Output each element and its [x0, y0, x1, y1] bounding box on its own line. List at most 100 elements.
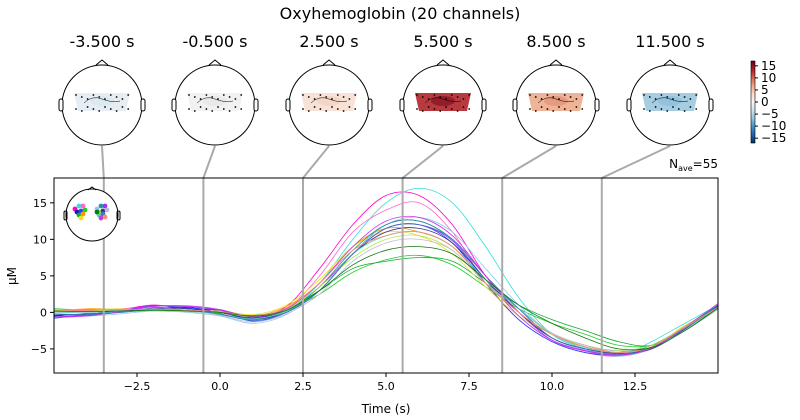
topomap-sensor [199, 98, 202, 100]
topomap-sensor [445, 106, 447, 108]
topomap-sensor [643, 108, 645, 110]
topomap-sensor [654, 106, 657, 108]
topomap-sensor [319, 94, 322, 96]
topomap-6: 11.500 s [626, 32, 714, 146]
chart-title: Oxyhemoglobin (20 channels) [280, 4, 521, 23]
x-tick-label: 5.0 [377, 380, 395, 393]
topomap-sensor [433, 94, 436, 96]
topomap-time-label: -0.500 s [183, 32, 248, 51]
topomap-sensor [468, 108, 471, 110]
topomap-sensor [302, 94, 304, 96]
topomap-sensor [211, 96, 214, 98]
topomap-sensor [534, 96, 537, 98]
x-tick-label: 2.5 [294, 380, 312, 393]
topomap-sensor [648, 96, 651, 98]
nave-label: Nave=55 [669, 157, 718, 173]
topomap-sensor [581, 108, 584, 110]
y-tick-label: −5 [31, 343, 47, 356]
ear-icon [285, 98, 291, 112]
topomap-sensor [540, 106, 543, 108]
topomap-sensor [575, 106, 578, 108]
sensor-dot [98, 215, 104, 221]
x-tick-label: 0.0 [211, 380, 229, 393]
topomap-sensor [188, 94, 190, 96]
topomap-sensor [86, 106, 89, 108]
topomap-time-label: 5.500 s [413, 32, 472, 51]
sensor-dot [80, 211, 86, 217]
colorbar-tick-label: 0 [761, 95, 769, 109]
colorbar-tick-label: 5 [761, 83, 769, 97]
topomap-sensor [456, 96, 459, 98]
colorbar-tick-label: −15 [761, 131, 786, 145]
nose-icon [208, 59, 222, 66]
channel-line-1 [54, 191, 718, 353]
nose-icon [663, 59, 677, 66]
topomap-sensor [342, 96, 345, 98]
topomap-sensor [563, 94, 566, 96]
topomap-sensor [331, 106, 333, 108]
channel-line-7 [54, 257, 718, 347]
topomap-sensor [558, 106, 560, 108]
ear-icon [253, 98, 259, 112]
topomap-sensor [546, 94, 549, 96]
topomap-sensor [240, 94, 243, 96]
colorbar-tick-label: −10 [761, 119, 786, 133]
ear-icon [594, 98, 600, 112]
topomap-sensor [575, 98, 578, 100]
topomap-sensor [217, 98, 219, 100]
topomap-sensor [546, 108, 549, 110]
topomap-sensor [115, 96, 118, 98]
channel-line-20 [54, 246, 718, 351]
sensor-dot [82, 207, 88, 213]
x-tick-label: −2.5 [124, 380, 151, 393]
topomap-sensor [677, 94, 680, 96]
channel-line-9 [54, 230, 718, 356]
topomap-sensor [427, 106, 430, 108]
topomap-sensor [240, 108, 243, 110]
channel-line-14 [54, 227, 718, 354]
channel-line-11 [54, 219, 718, 354]
topomap-sensor [569, 96, 572, 98]
topomap-sensor [104, 98, 106, 100]
sensor-dot [98, 203, 104, 209]
topomap-sensor [234, 98, 237, 100]
sensor-dot [94, 209, 100, 215]
axes-frame [53, 177, 719, 374]
topomap-sensor [211, 110, 214, 112]
topomap-sensor [109, 108, 112, 110]
topomap-sensor [648, 110, 651, 112]
sensor-dot [104, 207, 110, 213]
topomap-sensor [127, 108, 130, 110]
topomap-sensor [552, 110, 555, 112]
topomap-sensor [313, 106, 316, 108]
colorbar-tick-label: −5 [761, 107, 779, 121]
topomap-sensor [695, 108, 698, 110]
topomap-sensor [540, 98, 543, 100]
topomap-sensor [450, 94, 453, 96]
topomap-sensor [660, 94, 663, 96]
topomap-sensor [416, 108, 418, 110]
topomap-sensor [689, 98, 692, 100]
ear-icon [140, 98, 146, 112]
topomap-sensor [86, 98, 89, 100]
topomap-connector [501, 145, 557, 179]
topomap-sensor [325, 96, 328, 98]
x-tick-label: 10.0 [540, 380, 565, 393]
topomap-sensor [325, 110, 328, 112]
topomap-time-label: 2.500 s [299, 32, 358, 51]
channel-line-13 [54, 234, 718, 351]
topomap-sensor [319, 108, 322, 110]
topomap-sensor [193, 110, 196, 112]
topomap-sensor [421, 110, 424, 112]
topomap-sensor [313, 98, 316, 100]
topomap-4: 5.500 s [399, 32, 487, 146]
channel-line-19 [54, 231, 718, 353]
topomap-sensor [348, 106, 351, 108]
topomap-sensor [336, 94, 339, 96]
topomap-1: -3.500 s [58, 32, 146, 146]
channel-line-16 [54, 230, 718, 353]
topomap-sensor [462, 106, 465, 108]
topomap-sensor [569, 110, 572, 112]
topomap-sensor [439, 96, 442, 98]
